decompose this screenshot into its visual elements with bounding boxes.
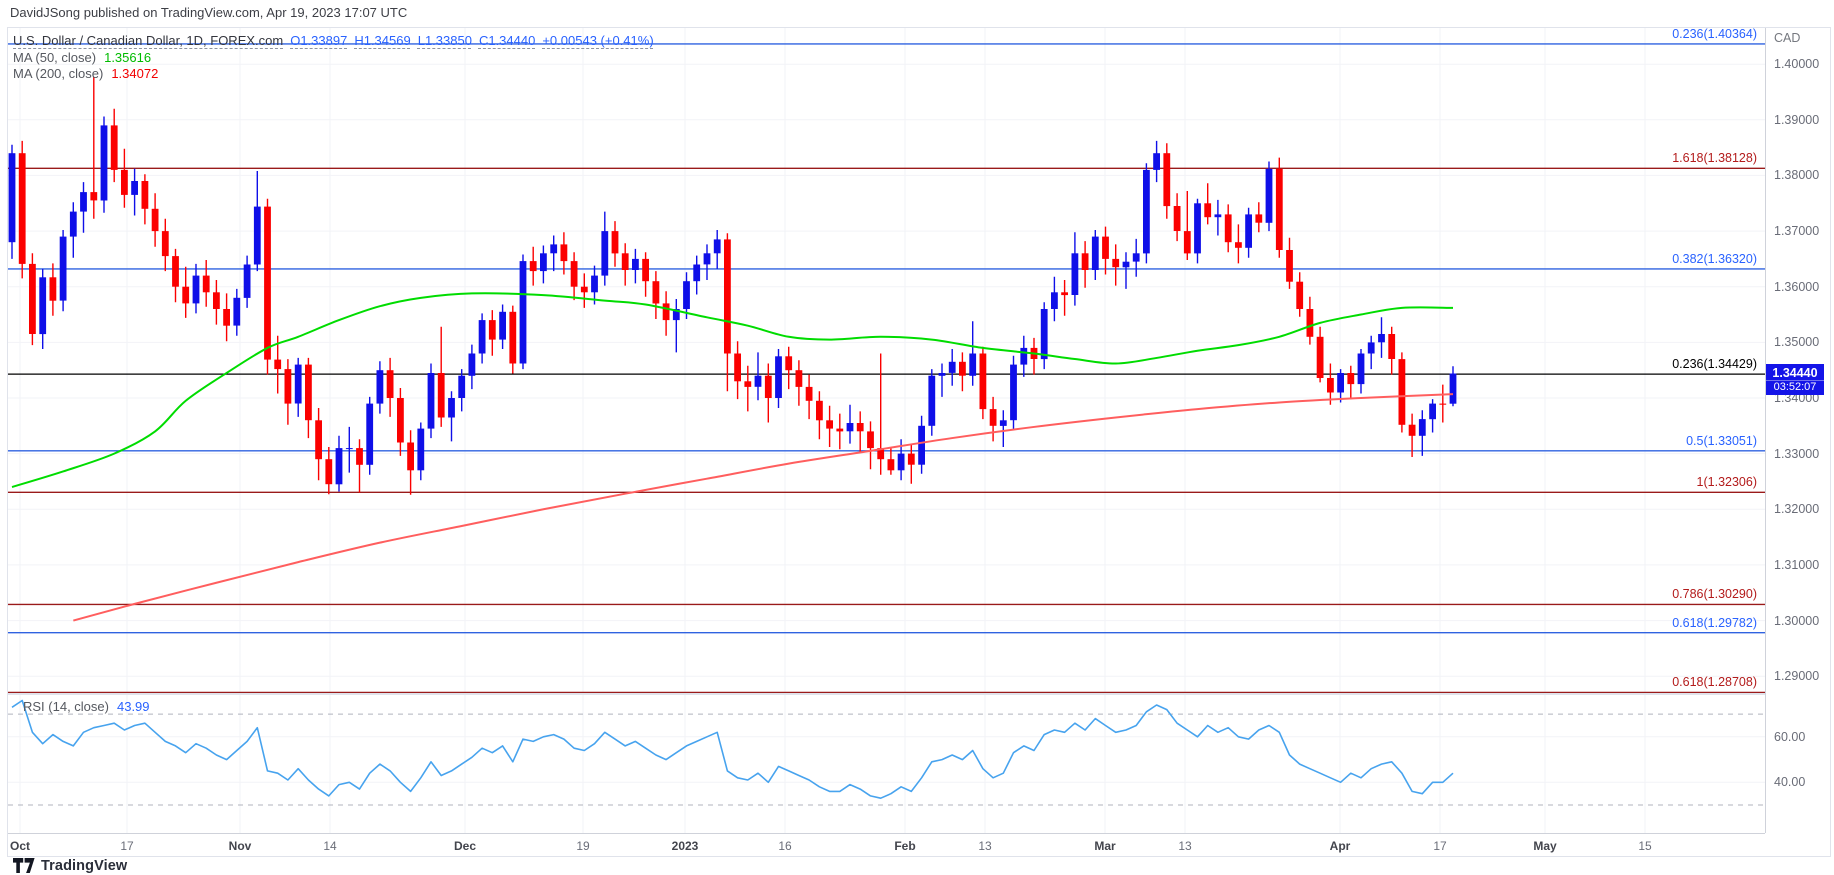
price-axis-tick: 1.37000: [1774, 224, 1820, 239]
price-axis-tick: 1.30000: [1774, 613, 1820, 628]
chart-frame: [7, 27, 1831, 857]
time-axis-label: 19: [576, 839, 590, 853]
fib-level-label[interactable]: 0.5(1.33051): [1686, 433, 1757, 448]
symbol-title[interactable]: U.S. Dollar / Canadian Dollar, 1D, FOREX…: [13, 33, 284, 48]
price-axis-tick: 1.32000: [1774, 502, 1820, 517]
chart-canvas[interactable]: [8, 28, 1765, 833]
fib-level-label[interactable]: 0.236(1.40364): [1672, 26, 1757, 41]
rsi-value: 43.99: [116, 699, 150, 714]
ma50-legend-row[interactable]: MA (50, close) 1.35616: [13, 50, 654, 66]
ma50-label: MA (50, close): [13, 49, 97, 65]
ohlc-value: H1.34569: [354, 33, 411, 48]
time-axis-label: 16: [778, 839, 792, 853]
time-axis-label: Mar: [1094, 839, 1116, 853]
rsi-line: [11, 699, 1454, 800]
time-axis-label: 2023: [671, 839, 699, 853]
ma200-value: 1.34072: [111, 66, 159, 81]
fib-level-label[interactable]: 0.236(1.34429): [1672, 357, 1757, 372]
price-axis-tick: 1.39000: [1774, 112, 1820, 127]
ohlc-value: L1.33850: [417, 33, 472, 48]
ohlc-value: +0.00543 (+0.41%): [542, 33, 654, 48]
time-axis-label: Nov: [228, 839, 252, 853]
symbol-legend-row[interactable]: U.S. Dollar / Canadian Dollar, 1D, FOREX…: [13, 33, 654, 49]
price-axis-tick: 1.33000: [1774, 446, 1820, 461]
fib-level-label[interactable]: 1(1.32306): [1696, 475, 1757, 490]
current-price: 1.34440: [1772, 365, 1818, 380]
price-axis-tick: 1.29000: [1774, 669, 1820, 684]
tradingview-attribution-link[interactable]: TradingView: [13, 856, 127, 875]
fib-level-label[interactable]: 0.382(1.36320): [1672, 251, 1757, 266]
chart-legend: U.S. Dollar / Canadian Dollar, 1D, FOREX…: [13, 33, 654, 82]
price-axis-tick: 1.35000: [1774, 335, 1820, 350]
tradingview-logo-icon: [13, 858, 35, 873]
ohlc-value: O1.33897: [290, 33, 348, 48]
bar-countdown: 03:52:07: [1766, 379, 1824, 395]
rsi-axis-tick: 60.00: [1774, 729, 1806, 744]
ma50-line: [11, 292, 1454, 488]
ma200-line: [73, 393, 1454, 622]
fib-level-label[interactable]: 1.618(1.38128): [1672, 151, 1757, 166]
time-axis[interactable]: Oct 17 Nov 14 Dec 19 2023 16 Feb 13 Mar 13 Apr 17 May 1…: [8, 833, 1765, 857]
ma200-legend-row[interactable]: MA (200, close) 1.34072: [13, 66, 654, 82]
time-axis-label: May: [1533, 839, 1557, 853]
time-axis-label: 17: [120, 839, 134, 853]
ma200-label: MA (200, close): [13, 66, 104, 81]
fib-level-label[interactable]: 0.618(1.29782): [1672, 615, 1757, 630]
tradingview-wordmark: TradingView: [41, 857, 128, 874]
time-axis-label: 13: [978, 839, 992, 853]
ohlc-values: O1.33897 H1.34569 L1.33850 C1.34440 +0.00543…: [283, 33, 653, 48]
time-axis-label: 15: [1638, 839, 1652, 853]
time-axis-label: Dec: [453, 839, 477, 853]
time-axis-label: Apr: [1329, 839, 1351, 853]
price-axis-tick: 1.36000: [1774, 279, 1820, 294]
time-axis-label: Oct: [9, 839, 31, 853]
price-axis[interactable]: CAD 1.40000 1.39000 1.38000 1.37000 1.36000 1…: [1765, 28, 1831, 833]
price-axis-tick: 1.31000: [1774, 557, 1820, 572]
time-axis-label: 13: [1178, 839, 1192, 853]
time-axis-label: Feb: [894, 839, 916, 853]
rsi-legend-row[interactable]: RSI (14, close) 43.99: [15, 699, 150, 714]
ma50-value: 1.35616: [104, 49, 152, 65]
current-price-tag: 1.34440 03:52:07: [1766, 363, 1824, 395]
rsi-axis-tick: 40.00: [1774, 775, 1806, 790]
rsi-label: RSI (14, close): [23, 699, 109, 714]
price-axis-tick: 1.38000: [1774, 168, 1820, 183]
currency-label: CAD: [1774, 31, 1801, 45]
time-axis-label: 14: [323, 839, 337, 853]
price-axis-tick: 1.40000: [1774, 57, 1820, 72]
fib-level-label[interactable]: 0.618(1.28708): [1672, 675, 1757, 690]
ohlc-value: C1.34440: [478, 33, 536, 48]
published-attribution: DavidJSong published on TradingView.com,…: [10, 5, 408, 20]
candlestick-series: [8, 77, 1457, 495]
fib-level-label[interactable]: 0.786(1.30290): [1672, 587, 1757, 602]
time-axis-label: 17: [1433, 839, 1447, 853]
